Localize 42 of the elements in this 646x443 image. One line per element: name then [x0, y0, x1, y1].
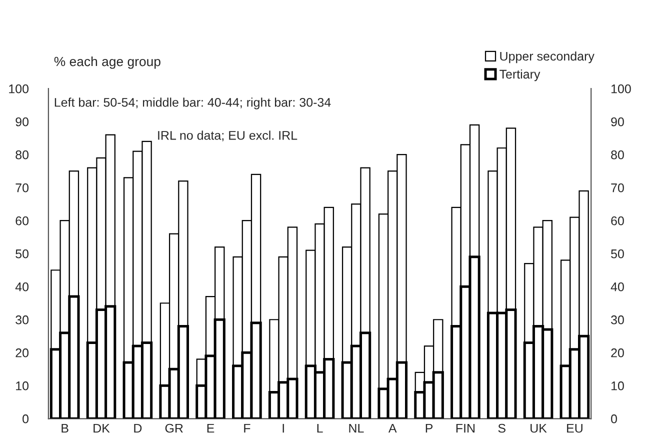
annotation: Left bar: 50-54; middle bar: 40-44; right bar: 30-34	[54, 98, 331, 110]
y-tick-label: 10	[16, 381, 29, 390]
x-tick-label: B	[62, 424, 68, 433]
x-tick-label: P	[426, 424, 433, 433]
y2-tick-label: 60	[611, 216, 624, 226]
y-tick-label: 80	[16, 150, 29, 160]
y2-tick-label: 70	[611, 183, 624, 192]
y2-tick-label: 50	[611, 249, 624, 258]
annotation: IRL no data; EU excl. IRL	[158, 130, 298, 142]
y-tick-label: 60	[16, 216, 29, 226]
y2-tick-label: 40	[610, 282, 624, 292]
y-tick-label: 90	[16, 117, 29, 126]
x-tick-label: I	[282, 424, 284, 433]
x-tick-label: DK	[94, 424, 110, 433]
y-tick-label: 30	[16, 315, 29, 324]
legend-label: Tertiary	[500, 69, 540, 82]
y-axis-title: % each age group	[54, 56, 160, 69]
y2-tick-label: 30	[611, 315, 624, 324]
legend-label: Upper secondary	[500, 51, 594, 64]
y-tick-label: 70	[16, 183, 29, 192]
y2-tick-label: 20	[611, 348, 624, 358]
y2-tick-label: 90	[611, 117, 624, 126]
x-tick-label: UK	[530, 424, 547, 433]
x-tick-label: S	[498, 424, 506, 433]
y2-tick-label: 0	[611, 414, 617, 424]
y-tick-label: 40	[15, 282, 29, 292]
x-tick-label: GR	[165, 424, 183, 433]
y-tick-label: 50	[16, 249, 29, 258]
x-tick-label: A	[388, 424, 397, 433]
y-tick-label: 20	[16, 348, 29, 358]
x-tick-label: NL	[349, 424, 364, 433]
y-tick-label: 0	[22, 414, 29, 424]
y2-tick-label: 100	[611, 84, 631, 94]
x-tick-label: FIN	[456, 424, 474, 433]
x-tick-label: E	[207, 424, 214, 433]
x-tick-label: F	[244, 424, 250, 433]
x-tick-label: EU	[567, 424, 582, 433]
y-tick-label: 100	[9, 84, 29, 94]
y2-tick-label: 10	[611, 381, 624, 390]
x-tick-label: D	[134, 424, 142, 433]
x-tick-label: L	[317, 424, 323, 433]
y2-tick-label: 80	[611, 150, 624, 160]
